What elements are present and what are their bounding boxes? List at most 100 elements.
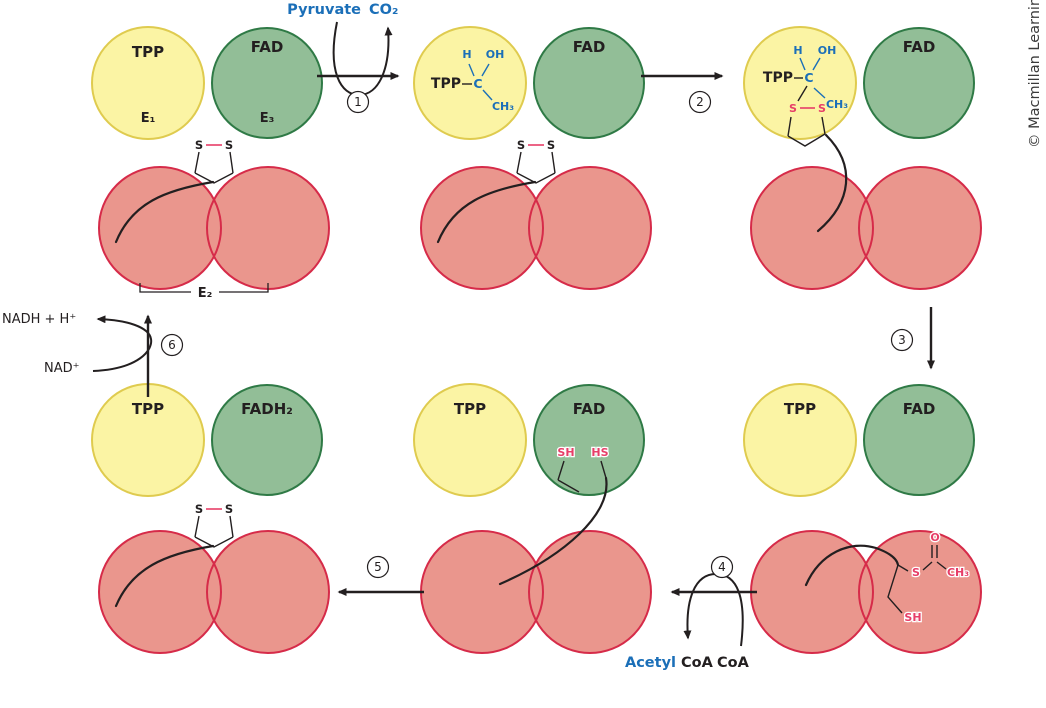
s-carbonyl-bond: [922, 561, 933, 571]
stage-2: S S FAD TPP C H OH CH₃: [413, 26, 652, 290]
hydrogen-label: H: [462, 48, 471, 61]
e1-tpp-circle: [91, 26, 205, 140]
carbon-label: C: [473, 76, 482, 91]
e1-tpp-circle: [743, 383, 857, 497]
coa-acetylcoa-curve-arrow: [683, 572, 744, 647]
lipoyl-arm: [498, 476, 608, 586]
e2-core-circle-right: [858, 530, 982, 654]
hydroxyl-label: OH: [818, 44, 837, 57]
dithiolane-ring: [194, 515, 234, 548]
stage-1: S S TPP E₁ FAD E₃ E₂: [91, 26, 330, 301]
co2-label: CO₂: [369, 2, 398, 18]
fad-label: FAD: [251, 38, 284, 56]
e2-core-circle-right: [528, 530, 652, 654]
pyruvate-label: Pyruvate: [287, 2, 361, 18]
methyl-label: CH₃: [826, 98, 848, 111]
tpp-label: TPP: [132, 400, 164, 418]
fad-label: FAD: [573, 400, 606, 418]
methyl-label: CH₃: [947, 566, 969, 579]
reaction-steps: 1 Pyruvate CO₂ 2 3 4 Acetyl CoA CoA 5 6 …: [2, 2, 935, 671]
step-2-number: 2: [696, 95, 704, 109]
dithiolane-ring: [787, 116, 826, 147]
coa-out-label: CoA: [681, 655, 714, 671]
fad-label: FAD: [573, 38, 606, 56]
lipoyl-arm: [436, 180, 537, 244]
hydroxyl-label: OH: [486, 48, 505, 61]
step-4-badge: [710, 555, 734, 579]
e3-fad-circle: [863, 27, 975, 139]
c-oh-bond: [812, 57, 821, 71]
step-3-number: 3: [898, 333, 906, 347]
tpp-label: TPP: [132, 43, 164, 61]
coa-in-label: CoA: [717, 655, 750, 671]
e2-core-fill-right: [207, 167, 329, 289]
e3-fad-circle: [211, 27, 323, 139]
hydrogen-label: H: [793, 44, 802, 57]
c-oh-bond: [481, 63, 490, 77]
lipoyl-arm: [804, 544, 900, 587]
sulfur-label: S: [225, 502, 233, 516]
acetyl-label: Acetyl: [625, 655, 676, 671]
step-5-number: 5: [374, 560, 382, 574]
nad-label: NAD⁺: [44, 361, 80, 376]
step-4-number: 4: [718, 560, 726, 574]
fad-label: FAD: [903, 38, 936, 56]
sulfur-label: S: [818, 102, 826, 115]
dithiolane-ring: [194, 151, 234, 184]
sulfur-label: S: [517, 138, 525, 152]
c-h-bond: [799, 57, 806, 71]
tpp-label: TPP: [454, 400, 486, 418]
sulfur-label: S: [789, 102, 797, 115]
thiol-label: SH: [904, 611, 921, 624]
e3-fadh2-circle: [211, 384, 323, 496]
lipoyl-arm: [114, 180, 215, 244]
e2-core-circle-left: [750, 166, 874, 290]
sulfur-label: S: [547, 138, 555, 152]
e2-core-fill-right: [859, 531, 981, 653]
step-1-badge: [346, 90, 370, 114]
e1-tpp-circle: [413, 26, 527, 140]
e2-core-circle-right: [528, 166, 652, 290]
e2-core-circle-left: [98, 530, 222, 654]
c-ch3-bond: [813, 87, 826, 99]
e2-core-fill-left: [99, 531, 221, 653]
step-6-number: 6: [168, 338, 176, 352]
e3-label: E₃: [260, 111, 275, 126]
e3-fad-circle: [533, 27, 645, 139]
step-1-number: 1: [354, 95, 362, 109]
e2-core-circle-left: [420, 166, 544, 290]
sulfur-label: S: [195, 138, 203, 152]
methyl-label: CH₃: [492, 100, 514, 113]
thiol-label: SH: [557, 446, 574, 459]
e2-core-fill-left: [421, 531, 543, 653]
e1-tpp-circle: [743, 26, 857, 140]
e3-fad-circle: [863, 384, 975, 496]
tpp-label: TPP: [431, 76, 461, 92]
nad-nadh-curve-arrow: [92, 315, 153, 372]
fad-label: FAD: [903, 400, 936, 418]
tpp-label: TPP: [784, 400, 816, 418]
sulfur-label: S: [225, 138, 233, 152]
lipoyl-arm: [114, 544, 215, 608]
e2-core-fill-right: [529, 531, 651, 653]
e2-core-circle-right: [858, 166, 982, 290]
sulfur-label: S: [912, 566, 920, 579]
fadh2-label: FADH₂: [241, 400, 293, 418]
stage-4: TPP FAD SH S O CH₃: [743, 383, 982, 654]
stage-6: TPP FADH₂ S S: [91, 383, 330, 654]
pyruvate-co2-curve-arrow: [332, 21, 393, 97]
dihydrolipoyl-chain: [557, 460, 607, 493]
e2-label: E₂: [198, 286, 213, 301]
e2-core-fill-left: [99, 167, 221, 289]
c-s-bond: [797, 85, 808, 102]
stage-3: FAD TPP C H OH CH₃ S S: [743, 26, 982, 290]
oxygen-label: O: [930, 531, 939, 544]
dithiolane-ring: [516, 151, 556, 184]
lipoyl-arm: [816, 133, 848, 233]
carbon-label: C: [804, 70, 813, 85]
step-3-badge: [890, 328, 914, 352]
e1-tpp-circle: [413, 383, 527, 497]
e2-core-fill-right: [859, 167, 981, 289]
